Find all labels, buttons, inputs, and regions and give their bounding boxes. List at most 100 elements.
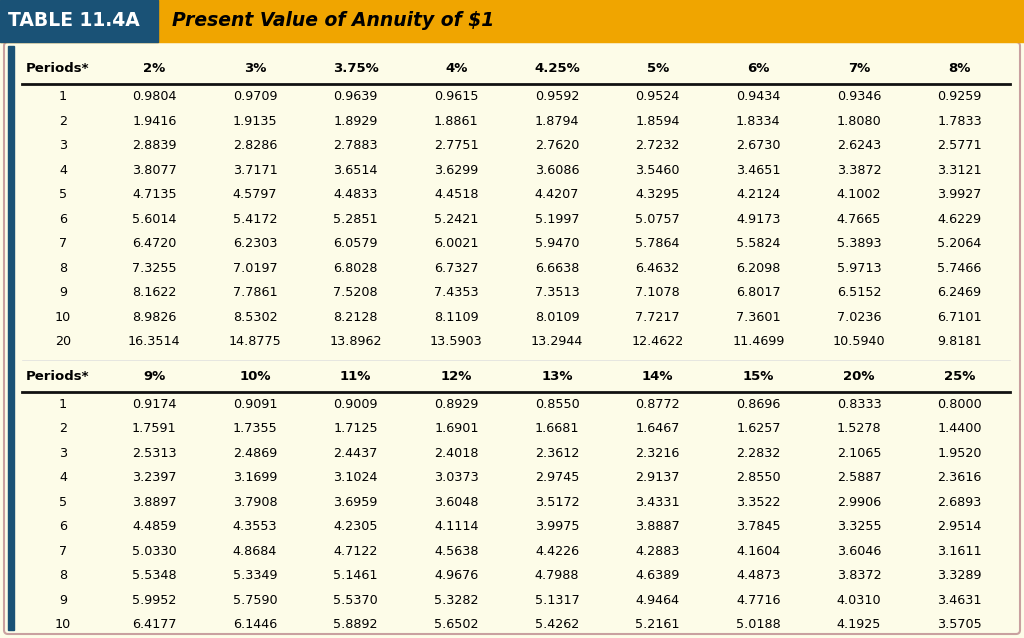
- Text: 2.7620: 2.7620: [535, 139, 580, 152]
- Text: 9: 9: [59, 286, 67, 299]
- Text: 3.8372: 3.8372: [837, 569, 882, 582]
- Text: 4.7665: 4.7665: [837, 212, 882, 226]
- Text: 7.5208: 7.5208: [334, 286, 378, 299]
- Text: 0.9434: 0.9434: [736, 90, 780, 103]
- Text: 5.5824: 5.5824: [736, 237, 780, 250]
- Text: 5%: 5%: [646, 62, 669, 75]
- Text: 4.4518: 4.4518: [434, 188, 478, 201]
- Text: 14%: 14%: [642, 369, 674, 383]
- Text: 0.9804: 0.9804: [132, 90, 176, 103]
- Text: 3: 3: [59, 139, 67, 152]
- Text: 0.9259: 0.9259: [938, 90, 982, 103]
- Text: 2.5887: 2.5887: [837, 471, 882, 484]
- Text: 5: 5: [59, 496, 67, 508]
- Text: 2.7883: 2.7883: [334, 139, 378, 152]
- Text: 6.2098: 6.2098: [736, 262, 780, 275]
- Text: 5.9470: 5.9470: [535, 237, 580, 250]
- Text: 4.3553: 4.3553: [232, 520, 278, 533]
- Text: 2.9745: 2.9745: [535, 471, 580, 484]
- Text: 5.5370: 5.5370: [333, 594, 378, 607]
- Text: 1.4400: 1.4400: [937, 422, 982, 435]
- Text: 1.9416: 1.9416: [132, 115, 176, 128]
- Text: 4.4859: 4.4859: [132, 520, 176, 533]
- Text: 4%: 4%: [445, 62, 468, 75]
- Text: 3.8077: 3.8077: [132, 164, 177, 177]
- Text: 6.2469: 6.2469: [938, 286, 982, 299]
- Text: 2.5313: 2.5313: [132, 447, 177, 460]
- Text: 4.9173: 4.9173: [736, 212, 780, 226]
- Text: 3.8897: 3.8897: [132, 496, 177, 508]
- Text: 2.6243: 2.6243: [837, 139, 881, 152]
- Text: 1.6257: 1.6257: [736, 422, 780, 435]
- Text: TABLE 11.4A: TABLE 11.4A: [8, 11, 139, 31]
- Text: 3.4631: 3.4631: [937, 594, 982, 607]
- Text: 13.2944: 13.2944: [530, 335, 584, 348]
- Text: 5.4172: 5.4172: [232, 212, 278, 226]
- Text: 4.4833: 4.4833: [334, 188, 378, 201]
- Text: 4.25%: 4.25%: [535, 62, 580, 75]
- Text: 4.5638: 4.5638: [434, 545, 478, 558]
- Text: 1.7125: 1.7125: [334, 422, 378, 435]
- Text: 5.9952: 5.9952: [132, 594, 176, 607]
- Text: 7.7217: 7.7217: [635, 311, 680, 323]
- Text: 3.6959: 3.6959: [334, 496, 378, 508]
- Text: 0.9174: 0.9174: [132, 397, 176, 411]
- Text: 4.2883: 4.2883: [636, 545, 680, 558]
- Text: 0.8000: 0.8000: [937, 397, 982, 411]
- Text: 3: 3: [59, 447, 67, 460]
- Text: 4: 4: [59, 471, 67, 484]
- Text: 1.8861: 1.8861: [434, 115, 478, 128]
- Text: 7.0236: 7.0236: [837, 311, 882, 323]
- Text: 6: 6: [59, 520, 67, 533]
- Text: 2.4018: 2.4018: [434, 447, 478, 460]
- Text: 6.6638: 6.6638: [535, 262, 580, 275]
- Text: 9: 9: [59, 594, 67, 607]
- Text: 16.3514: 16.3514: [128, 335, 180, 348]
- Text: 4.2305: 4.2305: [334, 520, 378, 533]
- Text: 3.3872: 3.3872: [837, 164, 882, 177]
- Text: 13%: 13%: [542, 369, 572, 383]
- Text: 4.4226: 4.4226: [535, 545, 579, 558]
- Text: 1.8929: 1.8929: [334, 115, 378, 128]
- Text: 10%: 10%: [240, 369, 270, 383]
- Text: 4.1604: 4.1604: [736, 545, 780, 558]
- Text: 3.9975: 3.9975: [535, 520, 580, 533]
- Text: 6.4177: 6.4177: [132, 618, 176, 631]
- Text: 2.7751: 2.7751: [434, 139, 478, 152]
- Text: 5.7864: 5.7864: [636, 237, 680, 250]
- Text: 8.9826: 8.9826: [132, 311, 176, 323]
- Text: 2.8550: 2.8550: [736, 471, 780, 484]
- Text: 13.5903: 13.5903: [430, 335, 482, 348]
- Text: 5.2161: 5.2161: [636, 618, 680, 631]
- Text: 6.2303: 6.2303: [232, 237, 278, 250]
- Text: 7.4353: 7.4353: [434, 286, 478, 299]
- Text: 6.8017: 6.8017: [736, 286, 780, 299]
- Text: 5.0330: 5.0330: [132, 545, 177, 558]
- Text: 6.7101: 6.7101: [937, 311, 982, 323]
- Text: 4: 4: [59, 164, 67, 177]
- Text: 3.6514: 3.6514: [334, 164, 378, 177]
- Text: 2.3216: 2.3216: [636, 447, 680, 460]
- Text: 3.7171: 3.7171: [232, 164, 278, 177]
- Text: 5.6502: 5.6502: [434, 618, 478, 631]
- Text: 4.0310: 4.0310: [837, 594, 882, 607]
- Text: 3.2397: 3.2397: [132, 471, 176, 484]
- Text: 8: 8: [59, 569, 67, 582]
- Text: 4.3295: 4.3295: [636, 188, 680, 201]
- Text: 5.8892: 5.8892: [334, 618, 378, 631]
- Text: 7.3255: 7.3255: [132, 262, 177, 275]
- Text: 3.3121: 3.3121: [937, 164, 982, 177]
- Text: 5.9713: 5.9713: [837, 262, 882, 275]
- Text: 1.5278: 1.5278: [837, 422, 882, 435]
- Text: 12%: 12%: [440, 369, 472, 383]
- Text: 8.1109: 8.1109: [434, 311, 478, 323]
- Text: 5.1461: 5.1461: [334, 569, 378, 582]
- Text: 1: 1: [59, 90, 67, 103]
- Text: 9%: 9%: [143, 369, 166, 383]
- Text: 0.9709: 0.9709: [232, 90, 278, 103]
- Text: 20: 20: [55, 335, 71, 348]
- Text: 4.7716: 4.7716: [736, 594, 780, 607]
- Text: 3.6048: 3.6048: [434, 496, 478, 508]
- Text: 1.6467: 1.6467: [636, 422, 680, 435]
- Text: 1.7355: 1.7355: [232, 422, 278, 435]
